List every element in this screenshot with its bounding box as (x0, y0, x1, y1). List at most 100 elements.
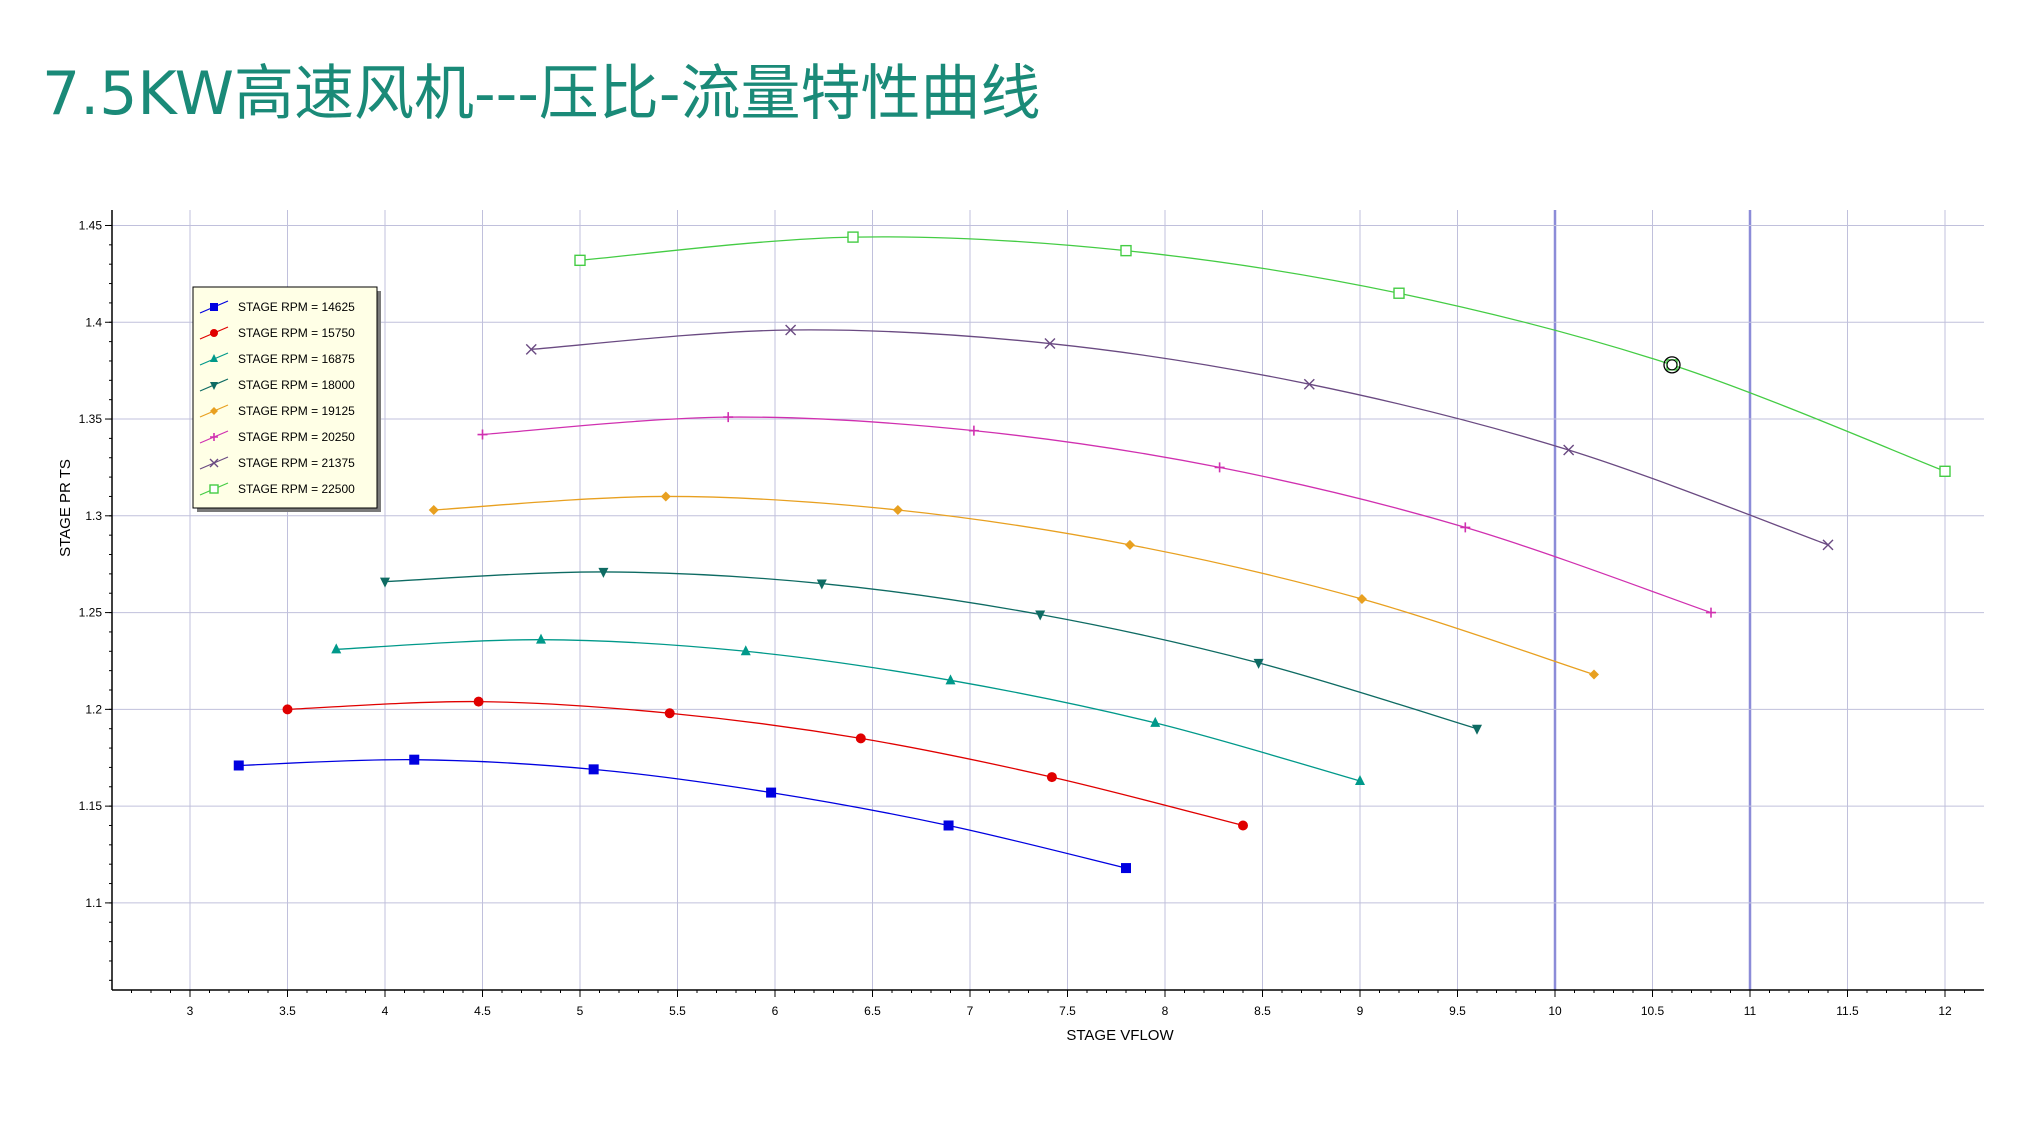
data-point (233, 760, 244, 771)
series-line (433, 495, 1595, 676)
x-tick-label: 3 (187, 1004, 194, 1018)
data-point (1124, 539, 1135, 550)
x-tick-label: 8 (1162, 1004, 1169, 1018)
data-point (968, 425, 979, 436)
x-tick-label: 10.5 (1641, 1004, 1665, 1018)
series-rpm-7 (525, 324, 1834, 551)
legend-label: STAGE RPM = 19125 (238, 404, 355, 418)
x-axis-title: STAGE VFLOW (1066, 1027, 1174, 1044)
data-point (210, 382, 218, 390)
data-point (588, 764, 599, 775)
x-tick-label: 7 (967, 1004, 974, 1018)
x-tick-label: 6.5 (864, 1004, 881, 1018)
data-point (209, 458, 219, 468)
series-line (531, 329, 1829, 546)
data-point (855, 733, 866, 744)
data-point (660, 491, 671, 502)
page-title: 7.5KW高速风机---压比-流量特性曲线 (42, 59, 1041, 129)
data-point (525, 343, 537, 355)
x-tick-label: 4 (382, 1004, 389, 1018)
x-tick-label: 11.5 (1836, 1004, 1859, 1018)
x-tick-label: 7.5 (1059, 1004, 1076, 1018)
grid-lines (112, 210, 1984, 990)
data-point (574, 254, 586, 267)
legend-item: STAGE RPM = 18000 (199, 378, 355, 392)
legend-label: STAGE RPM = 21375 (238, 456, 355, 470)
legend-label: STAGE RPM = 14625 (238, 300, 355, 314)
data-point (945, 674, 956, 685)
legend-item: STAGE RPM = 14625 (199, 300, 355, 314)
y-tick-label: 1.1 (85, 896, 102, 910)
series-rpm-4 (380, 567, 1482, 735)
x-tick-label: 8.5 (1254, 1004, 1271, 1018)
data-point (847, 231, 859, 243)
data-point (816, 579, 827, 590)
series-rpm-3 (331, 633, 1365, 785)
data-point (428, 505, 439, 515)
plot-area (112, 210, 1984, 990)
y-axis-title: STAGE PR TS (57, 459, 74, 557)
y-tick-label: 1.35 (79, 412, 103, 426)
x-tick-label: 12 (1938, 1004, 1952, 1018)
data-point (785, 324, 797, 336)
axes: 3 3.5 4 4.5 5 5.5 6 6.5 7 7.5 8 8.5 9 9.5 10 10.5 11 11.5… (79, 210, 1984, 1018)
x-tick-label: 6 (772, 1004, 779, 1018)
legend-item: STAGE RPM = 21375 (199, 456, 355, 470)
series-rpm-5 (428, 491, 1599, 680)
highlighted-point-ring (1663, 356, 1681, 374)
data-point (1121, 863, 1131, 874)
legend-item: STAGE RPM = 16875 (199, 352, 355, 366)
data-point (1393, 287, 1405, 299)
x-tick-label: 9.5 (1449, 1004, 1466, 1018)
data-point (740, 645, 751, 656)
data-point (766, 787, 777, 798)
data-point (209, 484, 219, 494)
y-tick-label: 1.3 (85, 509, 102, 523)
data-point (210, 407, 218, 415)
data-point (723, 412, 734, 423)
data-point (409, 754, 420, 765)
data-point (1120, 244, 1132, 257)
data-point (664, 708, 675, 719)
data-point (1238, 820, 1248, 831)
x-tick-label: 5.5 (669, 1004, 686, 1018)
series-rpm-2 (282, 696, 1248, 831)
series-line (238, 758, 1127, 869)
legend-item: STAGE RPM = 15750 (199, 326, 355, 340)
legend-label: STAGE RPM = 20250 (238, 430, 355, 444)
highlighted-point-inner (1666, 359, 1678, 371)
legend-label: STAGE RPM = 18000 (238, 378, 355, 392)
legend-label: STAGE RPM = 15750 (238, 326, 355, 340)
data-point (210, 354, 218, 362)
series-line (287, 700, 1244, 827)
data-point (892, 505, 903, 515)
data-point (380, 577, 390, 588)
data-point (536, 633, 546, 644)
series-rpm-1 (233, 754, 1131, 874)
data-point (282, 704, 293, 715)
series-rpm-8 (574, 231, 1951, 477)
data-point (1460, 522, 1471, 533)
data-point (1563, 444, 1575, 456)
data-point (1939, 465, 1951, 477)
data-point (1355, 774, 1365, 785)
data-point (210, 303, 218, 311)
y-tick-label: 1.25 (79, 606, 103, 620)
data-point (1303, 378, 1315, 390)
data-point (331, 643, 342, 654)
x-tick-label: 3.5 (279, 1004, 296, 1018)
legend-box (192, 286, 378, 509)
data-point (1044, 338, 1056, 350)
series-line (336, 639, 1361, 782)
data-point (473, 696, 484, 707)
legend: STAGE RPM = 14625 STAGE RPM = 15750 STAGE … (192, 286, 381, 512)
data-point (1822, 539, 1834, 551)
data-point (477, 429, 488, 440)
plot-background (112, 210, 1984, 990)
series-line (482, 416, 1712, 614)
data-point (1150, 716, 1161, 727)
x-tick-label: 9 (1357, 1004, 1364, 1018)
x-tick-label: 4.5 (474, 1004, 491, 1018)
data-point (1214, 462, 1225, 473)
